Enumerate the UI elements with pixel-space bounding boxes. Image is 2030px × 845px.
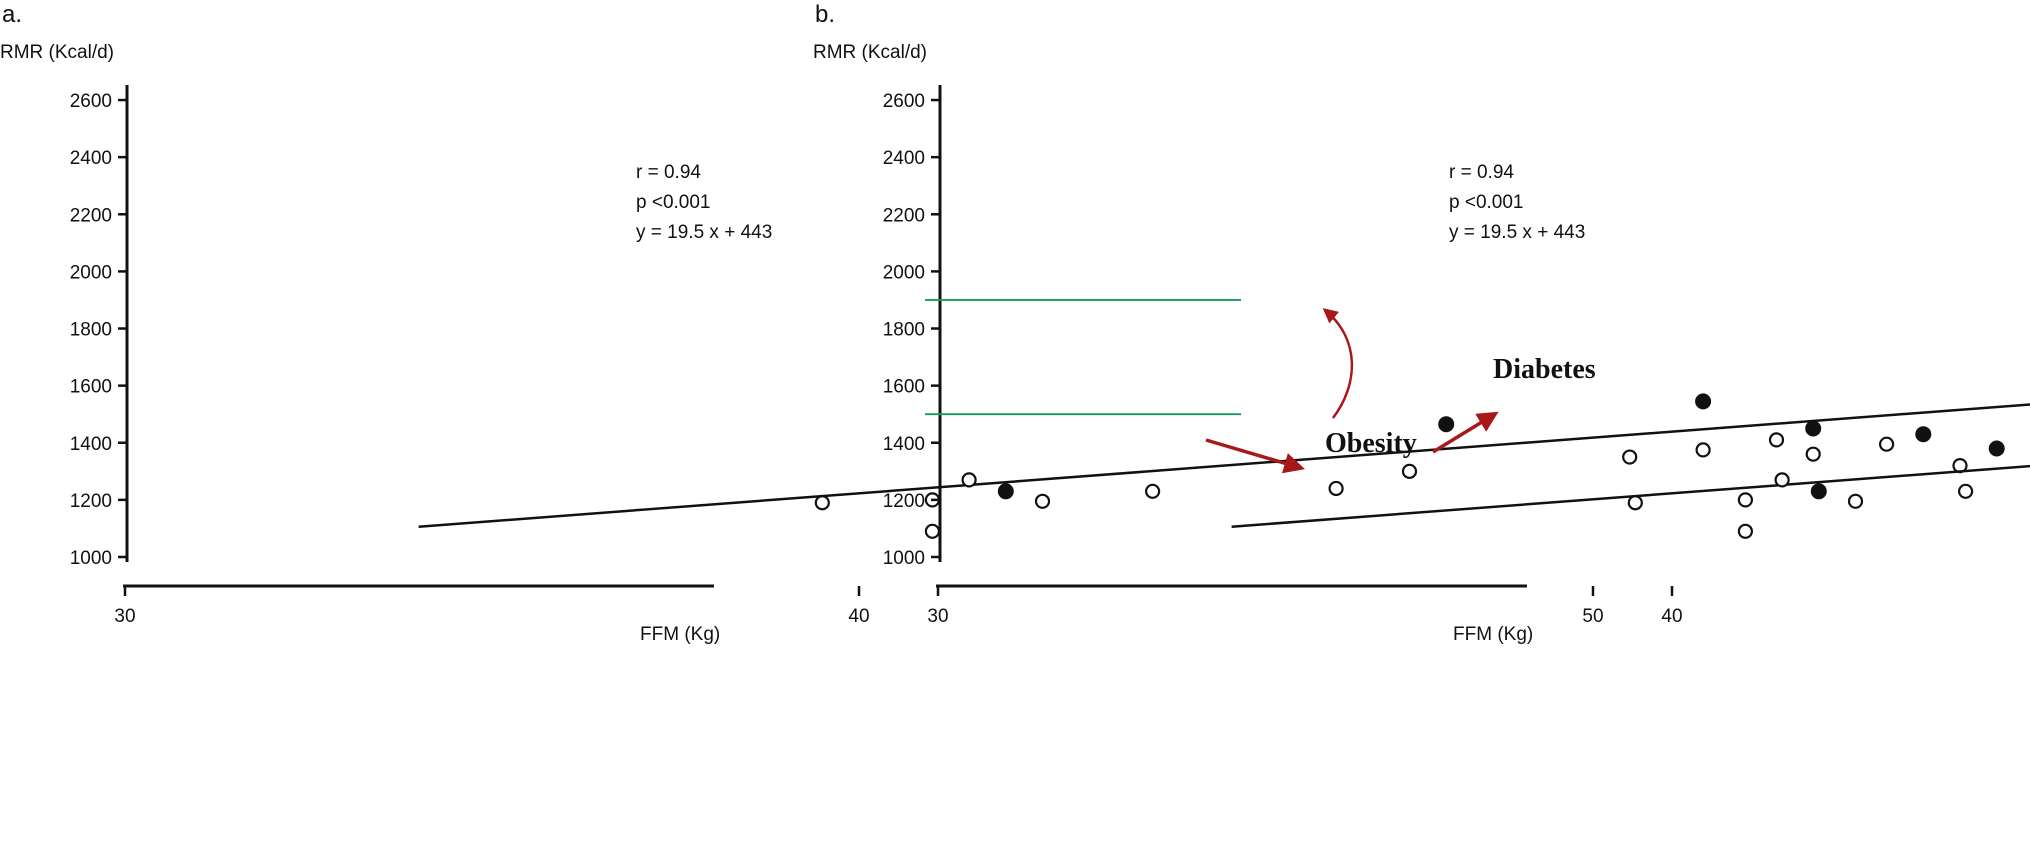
y-tick-label: 1000 [70,548,112,569]
stats-text: r = 0.94 [636,162,701,183]
y-tick-label: 1600 [883,377,925,398]
y-tick-label: 1800 [70,320,112,341]
data-point-hollow [1847,493,1864,509]
y-tick-label: 1400 [70,434,112,455]
data-point-hollow [814,495,830,511]
diabetes-label: Diabetes [1493,354,1596,385]
data-point-hollow [1737,492,1754,508]
y-tick-label: 2000 [883,262,925,283]
y-tick-label: 1200 [70,491,112,512]
data-point-filled [1805,420,1822,437]
x-tick-label: 40 [1661,606,1682,627]
y-tick-label: 2400 [70,148,112,169]
y-tick-label: 2400 [883,148,925,169]
data-point-filled [997,483,1014,500]
panel-label: b. [815,1,835,28]
data-point-filled [1988,440,2005,457]
panel-b: b. RMR (Kcal/d) FFM (Kg) 1000 1200 1400 1600 18… [813,1,2030,645]
y-tick-label: 1400 [883,434,925,455]
panel-label: a. [2,1,22,28]
data-point-hollow [1957,483,1974,499]
stats-text: y = 19.5 x + 443 [1449,222,1585,243]
x-axis-label: FFM (Kg) [1453,624,1533,645]
x-tick-label: 50 [1582,606,1603,627]
curved-arrow-up [1322,308,1354,419]
data-point-hollow [1695,442,1711,458]
data-point-filled [1438,416,1455,433]
data-point-hollow [1805,446,1821,462]
y-tick-label: 1000 [883,548,925,569]
data-point-hollow [1401,463,1418,479]
y-tick-label: 2600 [70,91,112,112]
arrow-to-diabetes [1432,411,1499,454]
data-point-hollow [1774,472,1790,488]
y-axis-label: RMR (Kcal/d) [0,42,114,63]
data-point-hollow [924,523,941,539]
y-tick-label: 1600 [70,377,112,398]
y-tick-label: 2600 [883,91,925,112]
stats-text: p <0.001 [636,192,711,213]
x-tick-label: 30 [927,606,948,627]
data-point-hollow [1328,480,1344,497]
data-point-hollow [961,472,977,488]
data-point-hollow [1144,483,1161,499]
x-tick-label: 40 [848,606,869,627]
y-tick-label: 2000 [70,262,112,283]
obesity-label: Obesity [1325,428,1417,459]
y-tick-label: 2200 [883,205,925,226]
stats-text: r = 0.94 [1449,162,1514,183]
data-point-hollow [1622,449,1638,465]
stats-text: p <0.001 [1449,192,1524,213]
data-point-hollow [1878,436,1895,452]
y-tick-label: 2200 [70,205,112,226]
y-tick-label: 1200 [883,491,925,512]
x-axis-label: FFM (Kg) [640,624,720,645]
panel-a: a. RMR (Kcal/d) FFM (Kg) 1000 1200 1400 1600 18… [0,1,2030,645]
stats-text: y = 19.5 x + 443 [636,222,772,243]
data-point-hollow [1768,432,1785,448]
x-tick-label: 30 [114,606,135,627]
arrow-to-obesity [1205,438,1306,474]
data-point-hollow [1737,523,1754,539]
data-point-filled [1695,393,1712,410]
regression-line [418,403,2030,528]
data-point-filled [1915,426,1932,443]
data-point-filled [1810,483,1827,500]
y-tick-label: 1800 [883,320,925,341]
data-point-hollow [1627,495,1643,511]
y-axis-label: RMR (Kcal/d) [813,42,927,63]
data-point-hollow [1034,493,1051,509]
